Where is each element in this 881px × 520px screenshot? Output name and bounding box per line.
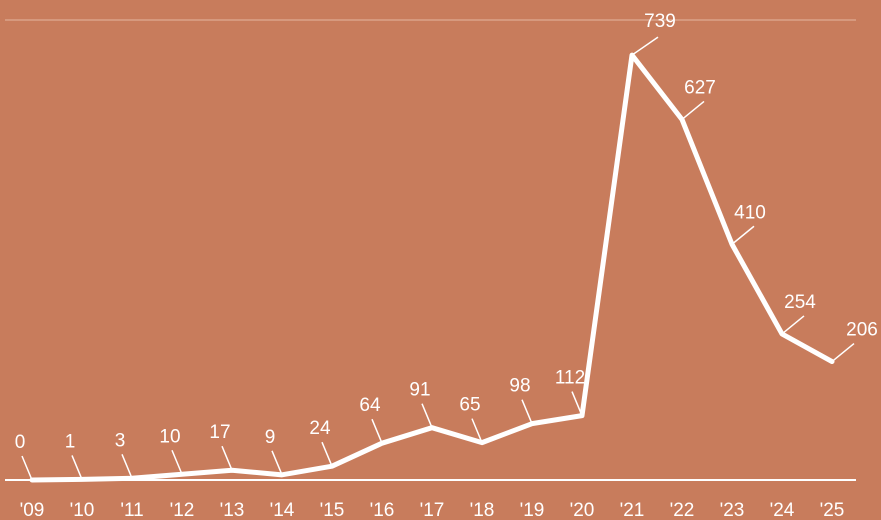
data-label-leader	[831, 342, 855, 363]
x-tick-label: '20	[570, 500, 595, 520]
data-label: 112	[555, 368, 585, 389]
data-label: 24	[309, 418, 331, 439]
x-tick-label: '15	[320, 500, 345, 520]
data-label: 65	[459, 395, 480, 416]
data-label: 10	[159, 426, 180, 447]
data-label-leader	[681, 100, 705, 121]
data-label: 739	[644, 11, 676, 32]
x-tick-label: '23	[720, 500, 745, 520]
data-label-leader	[421, 403, 433, 428]
data-label-leader	[371, 418, 383, 444]
x-tick-label: '12	[170, 500, 195, 520]
x-axis-tick-labels: '09 '10 '11 '12 '13 '14 '15 '16 '17 '18 '19 '20 '21 '…	[20, 500, 845, 520]
data-label: 91	[409, 380, 430, 401]
x-tick-label: '13	[220, 500, 245, 520]
x-tick-label: '24	[770, 500, 795, 520]
data-label-leader	[171, 449, 183, 475]
data-labels: 0 1 3 10 17 9 24 64 91 65 98 112 739 627 410 254 206	[15, 11, 878, 453]
data-label: 410	[734, 202, 766, 223]
data-label-leader	[781, 315, 805, 335]
x-tick-label: '25	[820, 500, 845, 520]
data-label-leaders	[21, 36, 855, 481]
data-label: 3	[115, 430, 126, 451]
data-label: 0	[15, 432, 26, 453]
x-tick-label: '11	[120, 500, 143, 520]
data-label-leader	[731, 225, 755, 245]
x-tick-label: '16	[370, 500, 395, 520]
data-label-leader	[631, 36, 659, 56]
data-label-leader	[71, 455, 83, 480]
data-label: 1	[65, 431, 76, 452]
x-tick-label: '22	[670, 500, 695, 520]
x-tick-label: '19	[520, 500, 545, 520]
data-label: 627	[684, 77, 716, 98]
data-label-leader	[121, 453, 133, 479]
data-label: 9	[265, 427, 276, 448]
data-label-leader	[321, 441, 333, 467]
data-label: 64	[359, 395, 381, 416]
x-tick-label: '18	[470, 500, 495, 520]
data-label: 17	[209, 422, 230, 443]
series-line	[29, 52, 835, 483]
data-label-leader	[521, 399, 533, 424]
data-label-leader	[271, 450, 283, 476]
x-tick-label: '14	[270, 500, 295, 520]
x-tick-label: '17	[420, 500, 445, 520]
x-tick-label: '21	[620, 500, 645, 520]
data-label: 206	[846, 320, 878, 341]
data-label-leader	[221, 445, 233, 471]
data-label: 98	[509, 376, 530, 397]
data-label-leader	[21, 455, 33, 481]
x-tick-label: '09	[20, 500, 45, 520]
data-label: 254	[784, 292, 816, 313]
x-tick-label: '10	[70, 500, 95, 520]
data-label-leader	[471, 418, 483, 443]
